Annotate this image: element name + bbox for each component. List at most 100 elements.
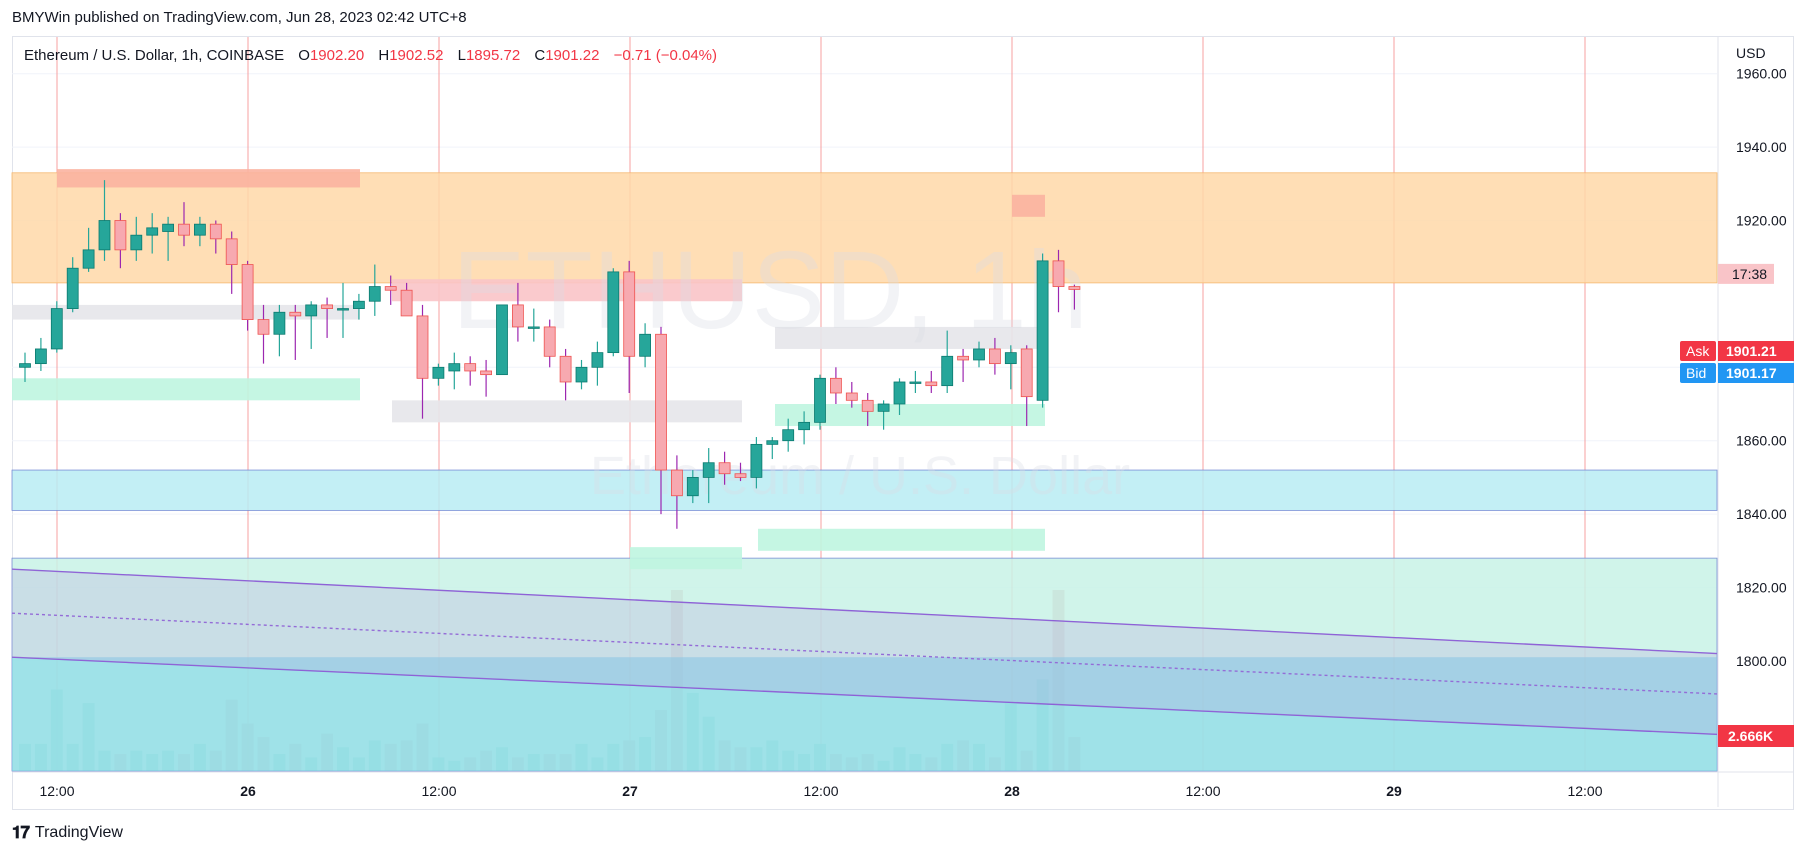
candle-body[interactable] — [989, 348, 1001, 365]
zone-lower-blue — [12, 657, 1717, 771]
candle-body[interactable] — [1004, 352, 1017, 365]
zones-layer — [11, 169, 1718, 772]
candle-body[interactable] — [19, 363, 31, 368]
candle-body[interactable] — [384, 286, 397, 291]
candle-body[interactable] — [766, 440, 779, 445]
candle-body[interactable] — [1052, 260, 1065, 287]
price-tick-label: 1840.00 — [1736, 506, 1787, 522]
candle-body[interactable] — [35, 348, 47, 365]
watermark-symbol: ETHUSD, 1h — [452, 229, 1088, 352]
candle-body[interactable] — [193, 223, 206, 236]
legend-low-value: 1895.72 — [465, 47, 521, 64]
candle-body[interactable] — [114, 220, 127, 251]
candle-body[interactable] — [734, 473, 747, 478]
candle-body[interactable] — [782, 429, 795, 442]
bid-price: 1901.17 — [1726, 365, 1777, 381]
candle-body[interactable] — [718, 462, 731, 475]
candle-body[interactable] — [273, 311, 286, 335]
watermark-layer: ETHUSD, 1h Ethereum / U.S. Dollar — [452, 229, 1130, 506]
candle-body[interactable] — [814, 377, 826, 423]
candle-body[interactable] — [416, 315, 429, 379]
candle-body[interactable] — [289, 311, 302, 317]
candle-body[interactable] — [909, 381, 922, 384]
channel-mid-line — [11, 612, 1718, 695]
candle-body[interactable] — [798, 421, 810, 431]
candle-body[interactable] — [591, 352, 604, 368]
candle-body[interactable] — [893, 381, 906, 405]
candle-body[interactable] — [575, 366, 588, 383]
candle-body[interactable] — [957, 355, 969, 361]
candle-body[interactable] — [1068, 286, 1081, 290]
level-box — [630, 547, 742, 570]
candle-body[interactable] — [925, 381, 938, 387]
candle-body[interactable] — [941, 355, 954, 387]
level-box — [392, 400, 742, 423]
candle-body[interactable] — [98, 220, 111, 251]
tradingview-logo-icon: 𝟏𝟕 — [12, 823, 30, 842]
legend-close-value: 1901.22 — [545, 47, 600, 64]
tradingview-footer[interactable]: 𝟏𝟕 TradingView — [12, 823, 123, 843]
legend-symbol[interactable]: Ethereum / U.S. Dollar, 1h, COINBASE — [24, 47, 285, 64]
candle-body[interactable] — [607, 271, 620, 354]
candle-body[interactable] — [671, 469, 683, 497]
candle-body[interactable] — [209, 223, 222, 240]
price-tick-label: 1940.00 — [1736, 139, 1787, 155]
candle-body[interactable] — [623, 271, 636, 357]
bid-tag — [1680, 363, 1716, 383]
candle-body[interactable] — [861, 399, 874, 412]
candle-body[interactable] — [750, 443, 763, 478]
candle-body[interactable] — [257, 319, 270, 335]
level-box — [57, 169, 360, 188]
candle-body[interactable] — [464, 363, 477, 372]
candle-body[interactable] — [496, 304, 508, 376]
time-tick-label: 12:00 — [421, 783, 456, 799]
candle-body[interactable] — [686, 476, 699, 497]
candle-body[interactable] — [527, 326, 540, 329]
level-box — [1012, 194, 1045, 217]
time-tick-label: 12:00 — [39, 783, 74, 799]
price-tick-label: 1960.00 — [1736, 66, 1787, 82]
ohlc-legend: Ethereum / U.S. Dollar, 1h, COINBASE O19… — [24, 47, 717, 64]
candle-body[interactable] — [559, 355, 572, 383]
published-by-caption: BMYWin published on TradingView.com, Jun… — [12, 9, 467, 26]
candle-body[interactable] — [241, 264, 254, 320]
candle-body[interactable] — [368, 286, 381, 302]
candle-body[interactable] — [146, 227, 159, 236]
legend-change-value: −0.71 (−0.04%) — [613, 47, 718, 64]
candle-body[interactable] — [877, 403, 890, 412]
candle-body[interactable] — [480, 370, 493, 376]
price-axis-currency: USD — [1736, 45, 1766, 61]
candle-body[interactable] — [432, 366, 445, 379]
candle-body[interactable] — [400, 289, 413, 317]
candle-body[interactable] — [130, 234, 143, 251]
candle-body[interactable] — [1020, 348, 1033, 398]
candle-body[interactable] — [702, 462, 715, 478]
candle-body[interactable] — [543, 326, 556, 357]
candles-layer — [19, 180, 1081, 529]
candle-body[interactable] — [66, 267, 79, 309]
candle-body[interactable] — [162, 223, 175, 232]
candle-body[interactable] — [82, 249, 95, 269]
channel-fill — [12, 569, 1717, 735]
candle-body[interactable] — [305, 304, 318, 317]
candle-body[interactable] — [639, 333, 651, 357]
price-tick-label: 1860.00 — [1736, 433, 1787, 449]
candle-body[interactable] — [337, 308, 349, 311]
candle-body[interactable] — [1036, 260, 1049, 401]
time-tick-label: 28 — [1004, 783, 1020, 799]
candle-body[interactable] — [50, 308, 63, 350]
candle-body[interactable] — [655, 333, 667, 471]
time-tick-label: 29 — [1386, 783, 1402, 799]
candle-body[interactable] — [352, 300, 365, 309]
candle-body[interactable] — [512, 304, 524, 328]
candle-body[interactable] — [321, 304, 334, 309]
price-tick-label: 1800.00 — [1736, 653, 1787, 669]
candle-body[interactable] — [178, 223, 190, 236]
candle-body[interactable] — [845, 392, 858, 401]
candle-body[interactable] — [448, 363, 461, 372]
candle-body[interactable] — [225, 238, 238, 265]
candle-body[interactable] — [830, 377, 842, 394]
price-tick-label: 1820.00 — [1736, 580, 1787, 596]
candle-body[interactable] — [973, 348, 985, 361]
